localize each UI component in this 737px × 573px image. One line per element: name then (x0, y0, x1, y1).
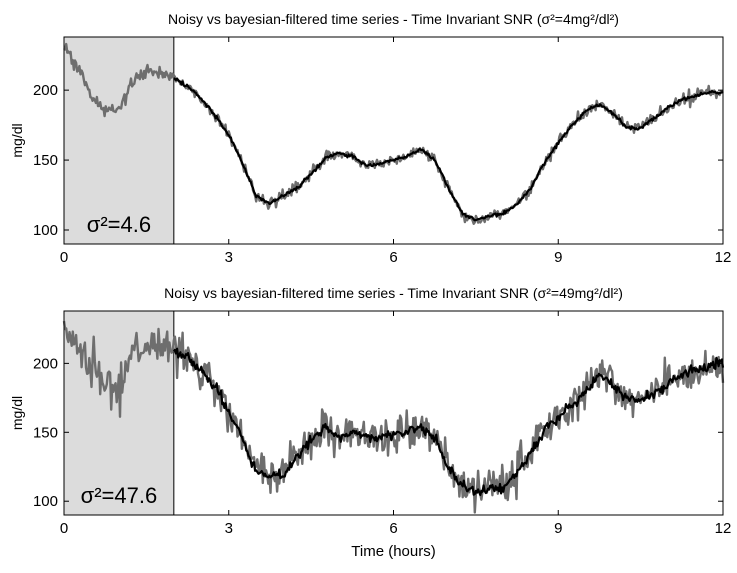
y-axis-label: mg/dl (9, 123, 25, 157)
y-tick-label: 100 (33, 222, 58, 239)
x-tick-label: 12 (715, 249, 732, 266)
y-tick-label: 200 (33, 82, 58, 99)
x-tick-label: 0 (60, 249, 68, 266)
chart-title: Noisy vs bayesian-filtered time series -… (168, 11, 619, 27)
chart-panel-1: 0 3 6 9 12 100 150 200 mg/dl Noisy vs bayesian-fi… (9, 11, 731, 266)
x-tick-label: 3 (225, 520, 233, 537)
x-tick-label: 0 (60, 520, 68, 537)
x-tick-label: 9 (554, 249, 562, 266)
x-tick-label: 6 (389, 249, 397, 266)
x-tick-label: 3 (225, 249, 233, 266)
x-tick-label: 12 (715, 520, 732, 537)
y-tick-label: 100 (33, 493, 58, 510)
x-axis-label: Time (hours) (351, 543, 435, 560)
filtered-series-line (173, 77, 724, 222)
y-tick-label: 150 (33, 424, 58, 441)
y-axis-label: mg/dl (9, 396, 25, 430)
x-tick-label: 9 (554, 520, 562, 537)
sigma-annotation: σ²=47.6 (81, 483, 158, 508)
x-tick-label: 6 (389, 520, 397, 537)
y-tick-label: 200 (33, 355, 58, 372)
chart-panel-2: 0 3 6 9 12 100 150 200 mg/dl Time (hours) Noisy vs… (9, 285, 731, 560)
y-tick-label: 150 (33, 152, 58, 169)
chart-title: Noisy vs bayesian-filtered time series -… (164, 285, 623, 301)
sigma-annotation: σ²=4.6 (87, 212, 151, 237)
filtered-series-line (172, 347, 725, 497)
